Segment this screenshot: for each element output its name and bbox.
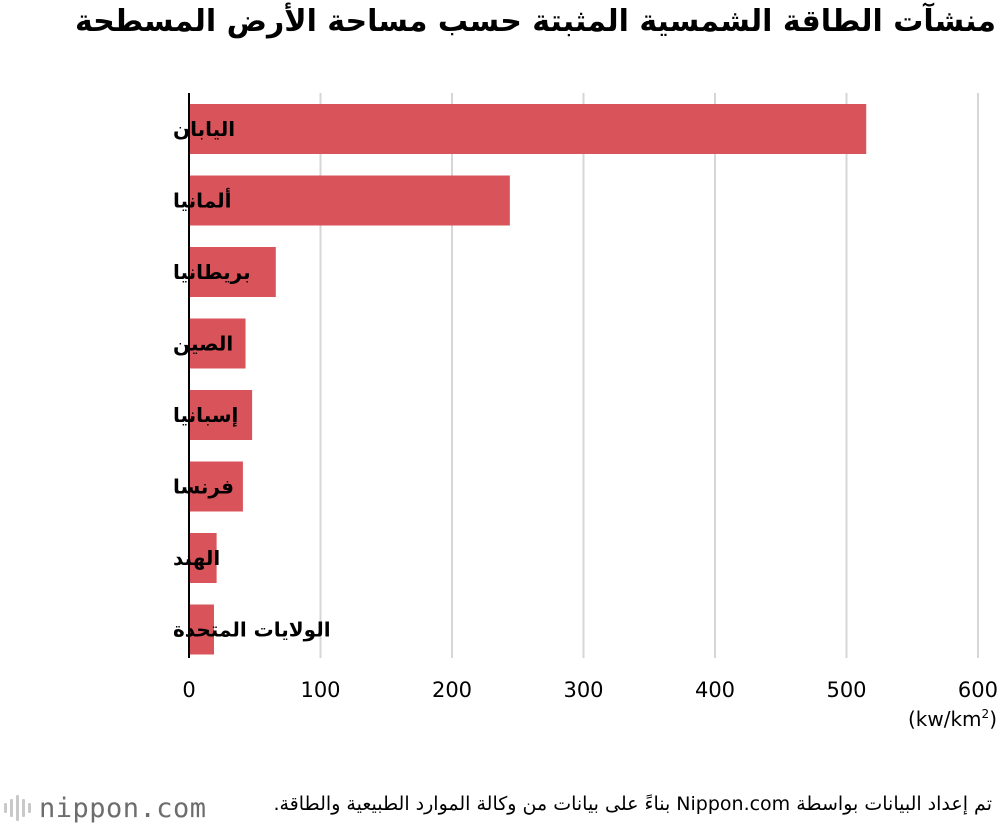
x-tick-label: 100: [300, 678, 340, 702]
category-label: الهند: [173, 546, 220, 570]
bar: [189, 318, 246, 369]
nippon-logo: nippon.com: [4, 786, 207, 830]
bar: [189, 461, 243, 512]
x-tick-label: 400: [695, 678, 735, 702]
chart-title: منشآت الطاقة الشمسية المثبتة حسب مساحة ا…: [74, 4, 996, 39]
source-note: تم إعداد البيانات بواسطة Nippon.com بناء…: [273, 793, 992, 815]
bar: [189, 175, 510, 226]
x-axis-unit-label: (kw/km2): [907, 707, 997, 731]
x-tick-label: 300: [563, 678, 603, 702]
bar: [189, 533, 217, 583]
category-label: الولايات المتحدة: [173, 618, 331, 642]
bar: [189, 604, 214, 655]
logo-text: nippon.com: [39, 792, 207, 824]
category-label: الصين: [173, 332, 233, 356]
x-tick-label: 200: [432, 678, 472, 702]
x-tick-label: 0: [182, 678, 195, 702]
bar: [189, 247, 276, 297]
x-axis-unit-superscript: 2: [981, 707, 990, 721]
bar: [189, 390, 253, 440]
category-label: فرنسا: [173, 475, 234, 499]
category-label: بريطانيا: [173, 260, 251, 284]
bar: [189, 104, 867, 154]
category-label: ألمانيا: [173, 187, 231, 213]
x-axis-unit-text: kw/km: [915, 707, 982, 731]
x-tick-label: 500: [826, 678, 866, 702]
logo-bars-icon: [4, 795, 31, 821]
category-label: إسبانيا: [173, 403, 238, 427]
x-tick-label: 600: [958, 678, 998, 702]
category-label: اليابان: [173, 117, 235, 141]
